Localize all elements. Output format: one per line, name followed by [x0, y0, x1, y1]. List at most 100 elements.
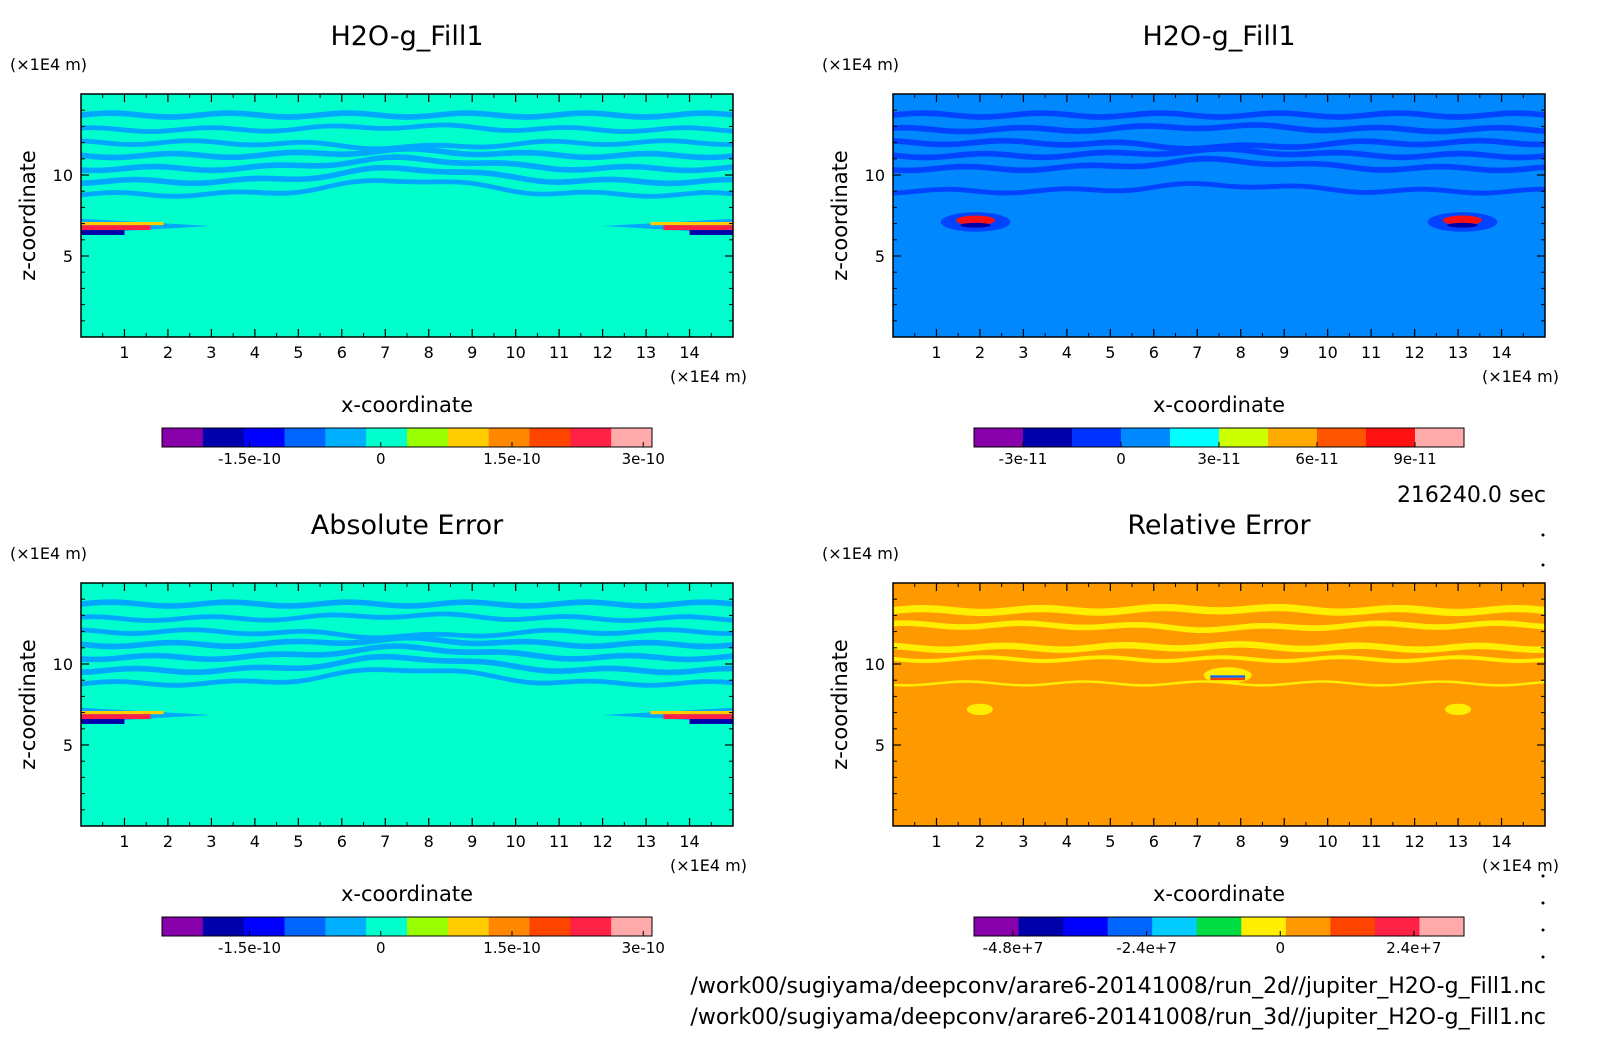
contour-band	[81, 110, 733, 120]
contour-band	[893, 137, 1545, 152]
colorbar-swatch	[1018, 917, 1064, 936]
colorbar-swatch	[1072, 428, 1122, 447]
contour-band	[81, 154, 733, 174]
colorbar-swatch	[488, 917, 530, 936]
x-tick-label: 6	[337, 832, 347, 851]
colorbar-swatch	[1219, 428, 1269, 447]
x-tick-label: 2	[975, 343, 985, 362]
x-tick-label: 9	[1279, 343, 1289, 362]
x-tick-label: 1	[931, 343, 941, 362]
colorbar-tick-label: 3e-10	[622, 939, 665, 957]
y-axis-label: z-coordinate	[16, 150, 40, 281]
colorbar-swatch	[162, 917, 204, 936]
colorbar-tick-label: 0	[1116, 450, 1126, 468]
colorbar-tick-label: -2.4e+7	[1116, 939, 1177, 957]
contour-band	[81, 145, 733, 161]
contour-band	[893, 641, 1545, 653]
y-tick-label: 5	[875, 247, 885, 266]
margin-dot	[1541, 928, 1545, 932]
colorbar-tick-label: 0	[376, 450, 386, 468]
anomaly-peak	[1442, 215, 1482, 226]
x-tick-label: 3	[206, 343, 216, 362]
footer-path-3d: /work00/sugiyama/deepconv/arare6-2014100…	[690, 1005, 1546, 1030]
anomaly-peak	[663, 714, 733, 720]
contour-band	[81, 138, 733, 152]
x-tick-label: 14	[679, 343, 699, 362]
colorbar-swatch	[202, 917, 245, 936]
x-tick-label: 12	[592, 343, 612, 362]
x-tick-label: 13	[1448, 832, 1468, 851]
anomaly-negative	[689, 230, 733, 235]
contour-band	[893, 603, 1545, 617]
anomaly-negative	[81, 719, 125, 724]
contour-band	[81, 667, 733, 688]
chart-panel-3: Absolute Error(×1E4 m)1 2 3 4 5 6 7 8 9 10 11 12 13 1…	[10, 510, 747, 957]
colorbar-swatch	[366, 428, 408, 447]
x-tick-label: 4	[250, 832, 260, 851]
margin-dot	[1541, 874, 1545, 878]
colorbar-tick-label: 1.5e-10	[483, 450, 541, 468]
margin-dot	[1541, 533, 1545, 537]
colorbar-swatch	[447, 428, 490, 447]
margin-dot	[1541, 955, 1545, 959]
colorbar-tick-label: -3e-11	[999, 450, 1048, 468]
colorbar-swatch	[1374, 917, 1420, 936]
x-tick-label: 1	[119, 343, 129, 362]
colorbar-frame	[973, 916, 1465, 937]
contour-band	[893, 680, 1545, 687]
margin-dot	[1541, 563, 1545, 567]
colorbar-tick-label: 3e-11	[1197, 450, 1240, 468]
x-tick-label: 10	[1317, 832, 1337, 851]
colorbar-tick-label: -1.5e-10	[218, 939, 281, 957]
y-unit-label: (×1E4 m)	[822, 544, 899, 563]
contour-band	[893, 110, 1545, 120]
y-axis-label: z-coordinate	[16, 639, 40, 770]
colorbar: -1.5e-10 0 1.5e-10 3e-10	[161, 427, 665, 468]
colorbar-tick-label: 0	[1275, 939, 1285, 957]
colorbar-swatch	[325, 428, 367, 447]
x-unit-label: (×1E4 m)	[1482, 367, 1559, 386]
x-tick-label: 13	[636, 832, 656, 851]
colorbar-tick-label: 1.5e-10	[483, 939, 541, 957]
plot-area	[893, 94, 1545, 337]
x-tick-label: 2	[163, 832, 173, 851]
anomaly-negative	[1210, 675, 1246, 678]
colorbar-tick-label: 3e-10	[622, 450, 665, 468]
y-tick-label: 5	[63, 247, 73, 266]
colorbar-tick-label: -1.5e-10	[218, 450, 281, 468]
contour-band	[81, 611, 733, 623]
footer-path-2d: /work00/sugiyama/deepconv/arare6-2014100…	[690, 974, 1546, 999]
colorbar-swatch	[1419, 917, 1465, 936]
y-axis-label: z-coordinate	[828, 639, 852, 770]
colorbar-swatch	[1170, 428, 1220, 447]
x-tick-label: 1	[931, 832, 941, 851]
x-tick-label: 7	[380, 832, 390, 851]
colorbar-swatch	[407, 428, 449, 447]
plot-area	[81, 94, 733, 337]
colorbar-frame	[161, 916, 653, 937]
x-tick-label: 10	[505, 832, 525, 851]
heatmap-background	[893, 583, 1545, 826]
colorbar-swatch	[1415, 428, 1465, 447]
contour-band	[81, 653, 733, 676]
x-tick-label: 3	[1018, 343, 1028, 362]
colorbar-tick-label: 2.4e+7	[1386, 939, 1441, 957]
x-tick-label: 9	[467, 832, 477, 851]
colorbar-swatch	[447, 917, 490, 936]
contour-band	[893, 655, 1545, 664]
colorbar-swatch	[284, 917, 326, 936]
x-unit-label: (×1E4 m)	[1482, 856, 1559, 875]
colorbar-swatch	[202, 428, 245, 447]
x-tick-label: 3	[1018, 832, 1028, 851]
colorbar-tick-label: 0	[376, 939, 386, 957]
x-tick-label: 8	[1236, 343, 1246, 362]
contour-band	[81, 122, 733, 134]
colorbar-frame	[161, 427, 653, 448]
contour-band	[81, 634, 733, 650]
colorbar: -1.5e-10 0 1.5e-10 3e-10	[161, 916, 665, 957]
x-tick-label: 13	[636, 343, 656, 362]
anomaly-positive	[81, 710, 164, 715]
x-tick-label: 8	[424, 832, 434, 851]
heatmap-background	[81, 94, 733, 337]
x-tick-label: 14	[1491, 832, 1511, 851]
